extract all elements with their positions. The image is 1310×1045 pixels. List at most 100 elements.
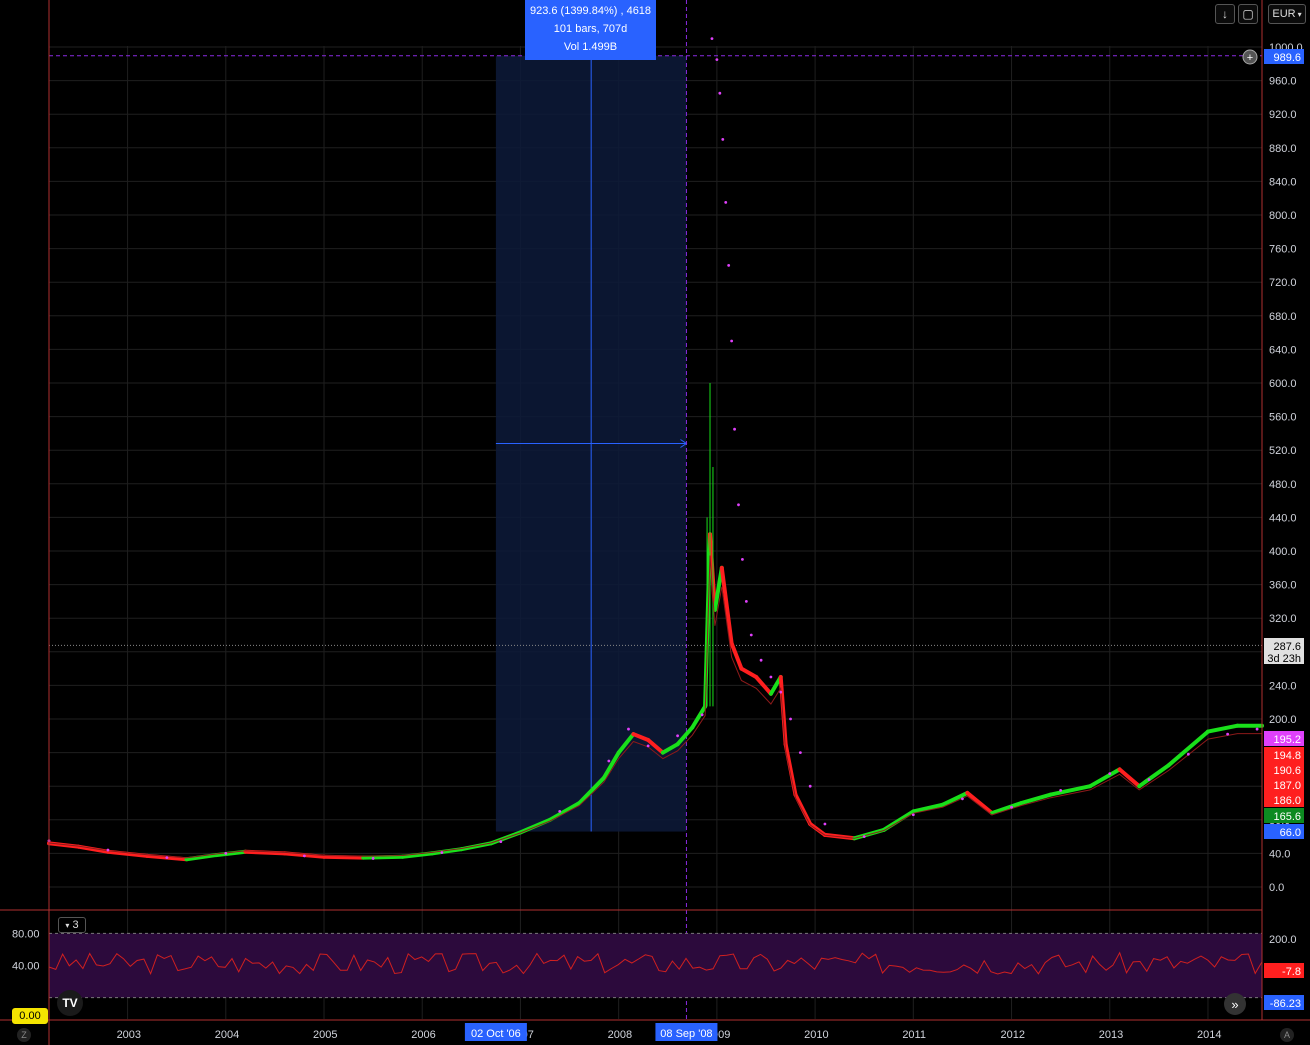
osc-right-tick: 200.0 <box>1269 934 1297 946</box>
price-label-bg <box>1264 777 1304 792</box>
price-segment <box>601 750 621 780</box>
y-tick-label: 560.0 <box>1269 412 1297 424</box>
auto-scale-button[interactable]: A <box>1280 1028 1294 1042</box>
arrow-down-icon: ↓ <box>1222 7 1228 21</box>
x-tick-label: 2004 <box>215 1029 239 1041</box>
price-label-bg <box>1264 747 1304 762</box>
sar-dot <box>759 658 763 662</box>
price-segment <box>1137 763 1171 789</box>
price-segment <box>400 851 435 859</box>
price-segment <box>631 732 651 742</box>
price-segment <box>965 790 994 816</box>
osc-label-bg <box>1264 963 1304 978</box>
osc-label: -7.8 <box>1282 966 1301 978</box>
sar-dot <box>165 856 169 859</box>
oscillator-level-input[interactable]: 0.00 <box>12 1008 48 1024</box>
x-tick-label: 2014 <box>1197 1029 1221 1041</box>
indicator-count: 3 <box>72 919 79 931</box>
fullscreen-button[interactable]: ▢ <box>1238 4 1258 24</box>
sar-dot <box>718 91 722 95</box>
sar-dot <box>1108 772 1112 775</box>
sar-dot <box>721 138 725 141</box>
sar-dot <box>676 734 679 738</box>
sar-dot <box>741 558 744 561</box>
price-segment <box>690 704 708 730</box>
price-segment <box>646 738 665 755</box>
download-button[interactable]: ↓ <box>1215 4 1235 24</box>
scroll-to-realtime-button[interactable]: » <box>1224 993 1246 1015</box>
tooltip-volume: Vol 1.499B <box>563 41 618 53</box>
price-segment <box>213 849 248 858</box>
sar-dot <box>224 852 228 855</box>
add-alert-icon <box>1242 49 1258 65</box>
sar-dot <box>808 784 812 788</box>
logo-text: TV <box>62 996 78 1010</box>
x-range-label-bg <box>464 1023 527 1041</box>
fullscreen-icon: ▢ <box>1242 7 1254 21</box>
price-segment <box>76 844 110 854</box>
x-tick-label: 2013 <box>1099 1029 1123 1041</box>
y-tick-label: 960.0 <box>1269 76 1297 88</box>
sar-dot <box>715 58 719 61</box>
x-range-label: 02 Oct '06 <box>471 1028 521 1040</box>
sar-dot <box>1059 789 1063 792</box>
zoom-corner-button[interactable]: Z <box>17 1028 31 1042</box>
sar-dot <box>862 835 866 838</box>
osc-left-tick: 80.00 <box>12 928 40 940</box>
price-segment <box>712 565 724 612</box>
sar-dot <box>744 600 748 603</box>
price-segment <box>243 849 287 856</box>
x-tick-label: 2012 <box>1001 1029 1025 1041</box>
corner-label-right: A <box>1283 1030 1290 1040</box>
indicator-collapse-button[interactable]: ▾ 3 <box>58 917 86 933</box>
price-label: 187.0 <box>1273 780 1301 792</box>
sar-dot <box>700 713 704 717</box>
sar-dot <box>302 854 306 858</box>
y-tick-label: 680.0 <box>1269 311 1297 323</box>
y-tick-label: 760.0 <box>1269 244 1297 256</box>
price-segment <box>1166 729 1210 768</box>
currency-dropdown[interactable]: EUR ▾ <box>1268 4 1306 24</box>
sar-dot <box>823 822 827 826</box>
price-segment <box>361 854 405 860</box>
y-tick-label: 600.0 <box>1269 378 1297 390</box>
tradingview-logo[interactable]: TV <box>57 990 83 1016</box>
price-segment <box>778 675 788 747</box>
sar-dot <box>727 264 731 267</box>
y-tick-label: 320.0 <box>1269 613 1297 625</box>
sar-dot <box>440 851 444 854</box>
oscillator-band <box>49 933 1262 998</box>
sar-dot <box>558 810 562 813</box>
x-tick-label: 2008 <box>608 1029 632 1041</box>
chevron-down-icon: ▾ <box>1297 9 1302 19</box>
osc-left-tick: 40.00 <box>12 961 40 973</box>
sar-dot <box>769 675 773 679</box>
sar-dot <box>371 857 375 860</box>
chevron-down-icon: ▾ <box>65 920 70 930</box>
price-segment <box>989 801 1024 816</box>
y-tick-label: 800.0 <box>1269 210 1297 222</box>
double-chevron-right-icon: » <box>1231 996 1239 1012</box>
y-tick-label: 640.0 <box>1269 344 1297 356</box>
sar-dot <box>798 751 802 754</box>
sar-dot <box>737 503 740 507</box>
sar-dot <box>710 37 714 40</box>
price-label-bg <box>1264 638 1304 664</box>
price-label: 989.6 <box>1273 52 1301 64</box>
y-tick-label: 440.0 <box>1269 512 1297 524</box>
price-segment <box>675 725 695 747</box>
sar-dot <box>1186 752 1190 756</box>
price-label-bg <box>1264 731 1304 746</box>
price-label: 66.0 <box>1280 827 1301 839</box>
price-segment <box>911 802 945 814</box>
moving-average-line <box>48 555 1262 859</box>
price-segment <box>754 675 773 696</box>
x-tick-label: 2003 <box>117 1029 141 1041</box>
price-segment <box>577 775 606 805</box>
price-segment <box>1019 792 1053 805</box>
price-segment <box>518 817 552 835</box>
price-label: 190.6 <box>1273 765 1301 777</box>
x-tick-label: 2006 <box>411 1029 435 1041</box>
price-segment <box>739 666 759 679</box>
